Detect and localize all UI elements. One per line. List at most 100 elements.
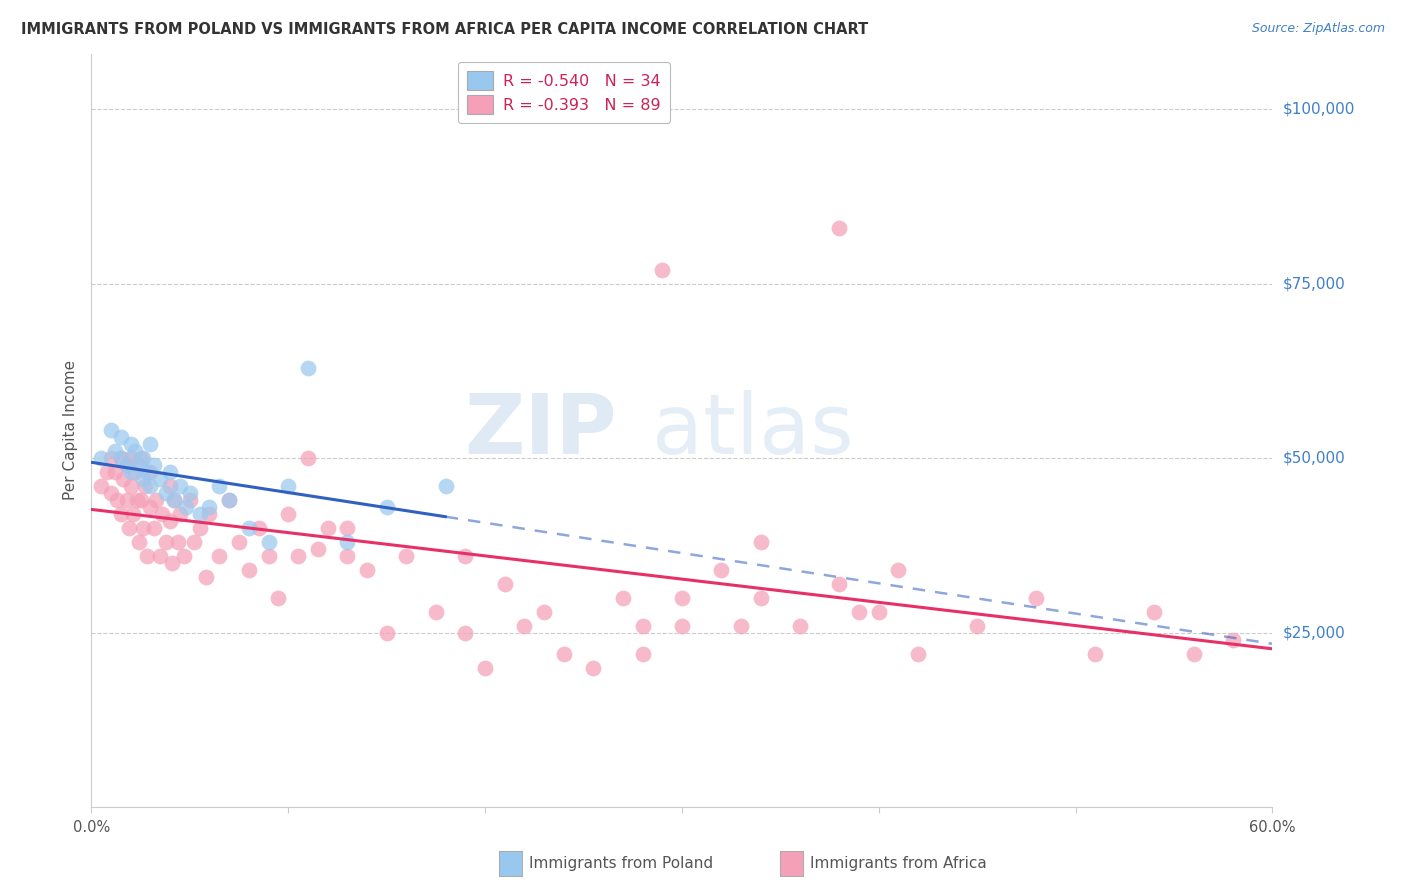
Point bbox=[631, 619, 654, 633]
Point bbox=[228, 535, 250, 549]
Point bbox=[129, 493, 152, 508]
Point bbox=[336, 549, 359, 563]
Point bbox=[1182, 647, 1205, 661]
Point bbox=[582, 661, 605, 675]
Point bbox=[188, 521, 211, 535]
Point bbox=[1222, 632, 1244, 647]
Point bbox=[1143, 605, 1166, 619]
Point bbox=[336, 521, 359, 535]
Point bbox=[159, 514, 181, 528]
Point bbox=[115, 458, 138, 473]
Point bbox=[188, 507, 211, 521]
Point bbox=[110, 507, 132, 521]
Point bbox=[155, 535, 177, 549]
Text: Source: ZipAtlas.com: Source: ZipAtlas.com bbox=[1251, 22, 1385, 36]
Point bbox=[1025, 591, 1047, 605]
Point bbox=[139, 437, 162, 451]
Point bbox=[139, 479, 162, 493]
Point bbox=[828, 221, 851, 235]
Point bbox=[425, 605, 447, 619]
Text: $75,000: $75,000 bbox=[1282, 277, 1346, 292]
Point bbox=[277, 507, 299, 521]
Point bbox=[120, 451, 142, 466]
Point bbox=[179, 486, 201, 500]
Point bbox=[111, 472, 134, 486]
Point bbox=[297, 451, 319, 466]
Point bbox=[90, 451, 112, 466]
Point bbox=[494, 577, 516, 591]
Point bbox=[277, 479, 299, 493]
Point bbox=[198, 500, 221, 515]
Point bbox=[134, 479, 156, 493]
Point bbox=[336, 535, 359, 549]
Point bbox=[100, 424, 122, 438]
Point bbox=[125, 493, 148, 508]
Point bbox=[120, 479, 142, 493]
Text: Immigrants from Poland: Immigrants from Poland bbox=[529, 856, 713, 871]
Point bbox=[749, 591, 772, 605]
Point bbox=[121, 507, 143, 521]
Point bbox=[671, 591, 693, 605]
Text: Immigrants from Africa: Immigrants from Africa bbox=[810, 856, 987, 871]
Point bbox=[238, 563, 260, 577]
Text: $50,000: $50,000 bbox=[1282, 450, 1346, 466]
Point bbox=[110, 451, 132, 466]
Point bbox=[90, 479, 112, 493]
Point bbox=[257, 535, 280, 549]
Point bbox=[163, 493, 186, 508]
Text: $100,000: $100,000 bbox=[1282, 102, 1354, 117]
Point bbox=[115, 493, 138, 508]
Point bbox=[218, 493, 240, 508]
Point bbox=[159, 479, 181, 493]
Text: ZIP: ZIP bbox=[464, 390, 616, 471]
Point bbox=[287, 549, 309, 563]
Point bbox=[120, 437, 142, 451]
Point bbox=[155, 486, 177, 500]
Point bbox=[966, 619, 988, 633]
Point bbox=[316, 521, 339, 535]
Point bbox=[131, 451, 153, 466]
Point bbox=[631, 647, 654, 661]
Text: IMMIGRANTS FROM POLAND VS IMMIGRANTS FROM AFRICA PER CAPITA INCOME CORRELATION C: IMMIGRANTS FROM POLAND VS IMMIGRANTS FRO… bbox=[21, 22, 869, 37]
Point bbox=[612, 591, 634, 605]
Point bbox=[651, 263, 673, 277]
Point bbox=[375, 500, 398, 515]
Point bbox=[198, 507, 221, 521]
Point bbox=[307, 542, 329, 557]
Point bbox=[167, 535, 190, 549]
Point bbox=[553, 647, 575, 661]
Point bbox=[110, 430, 132, 444]
Point bbox=[173, 549, 195, 563]
Point bbox=[749, 535, 772, 549]
Point bbox=[131, 521, 153, 535]
Point bbox=[1084, 647, 1107, 661]
Point bbox=[169, 507, 191, 521]
Point bbox=[159, 465, 181, 479]
Y-axis label: Per Capita Income: Per Capita Income bbox=[62, 360, 77, 500]
Point bbox=[143, 458, 166, 473]
Point bbox=[257, 549, 280, 563]
Point bbox=[169, 479, 191, 493]
Point bbox=[100, 486, 122, 500]
Point bbox=[828, 577, 851, 591]
Point bbox=[104, 465, 127, 479]
Point bbox=[887, 563, 910, 577]
Point bbox=[183, 535, 205, 549]
Point bbox=[179, 493, 201, 508]
Point bbox=[135, 549, 157, 563]
Point bbox=[120, 465, 142, 479]
Point bbox=[128, 458, 150, 473]
Point bbox=[105, 493, 128, 508]
Point bbox=[868, 605, 890, 619]
Point bbox=[104, 444, 127, 458]
Point bbox=[395, 549, 418, 563]
Point bbox=[131, 472, 153, 486]
Point bbox=[208, 549, 231, 563]
Point bbox=[135, 465, 157, 479]
Point bbox=[124, 465, 146, 479]
Point bbox=[907, 647, 929, 661]
Point bbox=[356, 563, 378, 577]
Point bbox=[110, 451, 132, 466]
Text: atlas: atlas bbox=[652, 390, 853, 471]
Point bbox=[671, 619, 693, 633]
